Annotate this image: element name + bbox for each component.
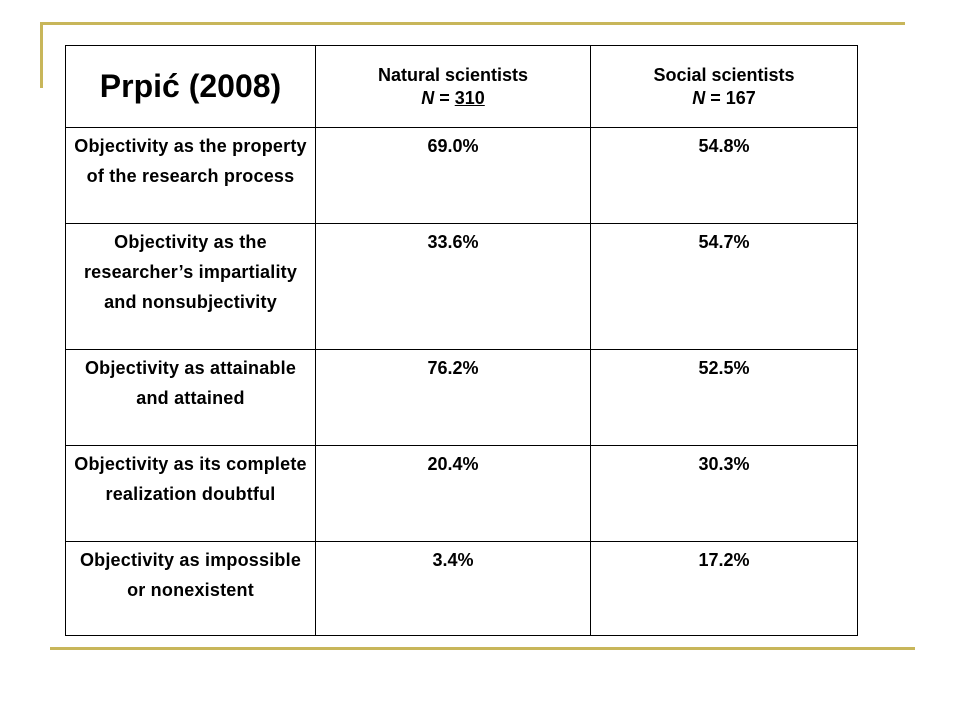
column-header-natural-scientists: Natural scientists N = 310 [315, 45, 591, 128]
sample-size: N = 310 [320, 87, 586, 110]
row-label: Objectivity as impossible or nonexistent [65, 541, 316, 636]
natural-scientists-value: 33.6% [315, 223, 591, 350]
n-value: 310 [454, 87, 485, 108]
objectivity-table: Prpić (2008) Natural scientists N = 310 … [65, 45, 858, 636]
social-scientists-value: 17.2% [590, 541, 858, 636]
table-title: Prpić (2008) [65, 45, 316, 128]
n-symbol: N [692, 87, 706, 108]
social-scientists-value: 30.3% [590, 445, 858, 542]
column-name: Natural scientists [377, 64, 529, 85]
table-row: Objectivity as impossible or nonexistent… [65, 541, 858, 636]
row-label: Objectivity as attainable and attained [65, 349, 316, 446]
table-row: Objectivity as the property of the resea… [65, 127, 858, 224]
table-header-row: Prpić (2008) Natural scientists N = 310 … [65, 45, 858, 128]
n-symbol: N [421, 87, 435, 108]
left-accent-line [40, 22, 43, 88]
natural-scientists-value: 69.0% [315, 127, 591, 224]
natural-scientists-value: 20.4% [315, 445, 591, 542]
row-label: Objectivity as its complete realization … [65, 445, 316, 542]
n-equals: = [705, 87, 726, 108]
table-row: Objectivity as attainable and attained 7… [65, 349, 858, 446]
n-equals: = [434, 87, 455, 108]
sample-size: N = 167 [595, 87, 853, 110]
n-value: 167 [725, 87, 756, 108]
social-scientists-value: 54.8% [590, 127, 858, 224]
social-scientists-value: 52.5% [590, 349, 858, 446]
row-label: Objectivity as the property of the resea… [65, 127, 316, 224]
column-name: Social scientists [653, 64, 795, 85]
row-label: Objectivity as the researcher’s impartia… [65, 223, 316, 350]
social-scientists-value: 54.7% [590, 223, 858, 350]
table-row: Objectivity as the researcher’s impartia… [65, 223, 858, 350]
table-row: Objectivity as its complete realization … [65, 445, 858, 542]
bottom-accent-line [50, 647, 915, 650]
natural-scientists-value: 76.2% [315, 349, 591, 446]
natural-scientists-value: 3.4% [315, 541, 591, 636]
top-accent-line [40, 22, 905, 25]
column-header-social-scientists: Social scientists N = 167 [590, 45, 858, 128]
